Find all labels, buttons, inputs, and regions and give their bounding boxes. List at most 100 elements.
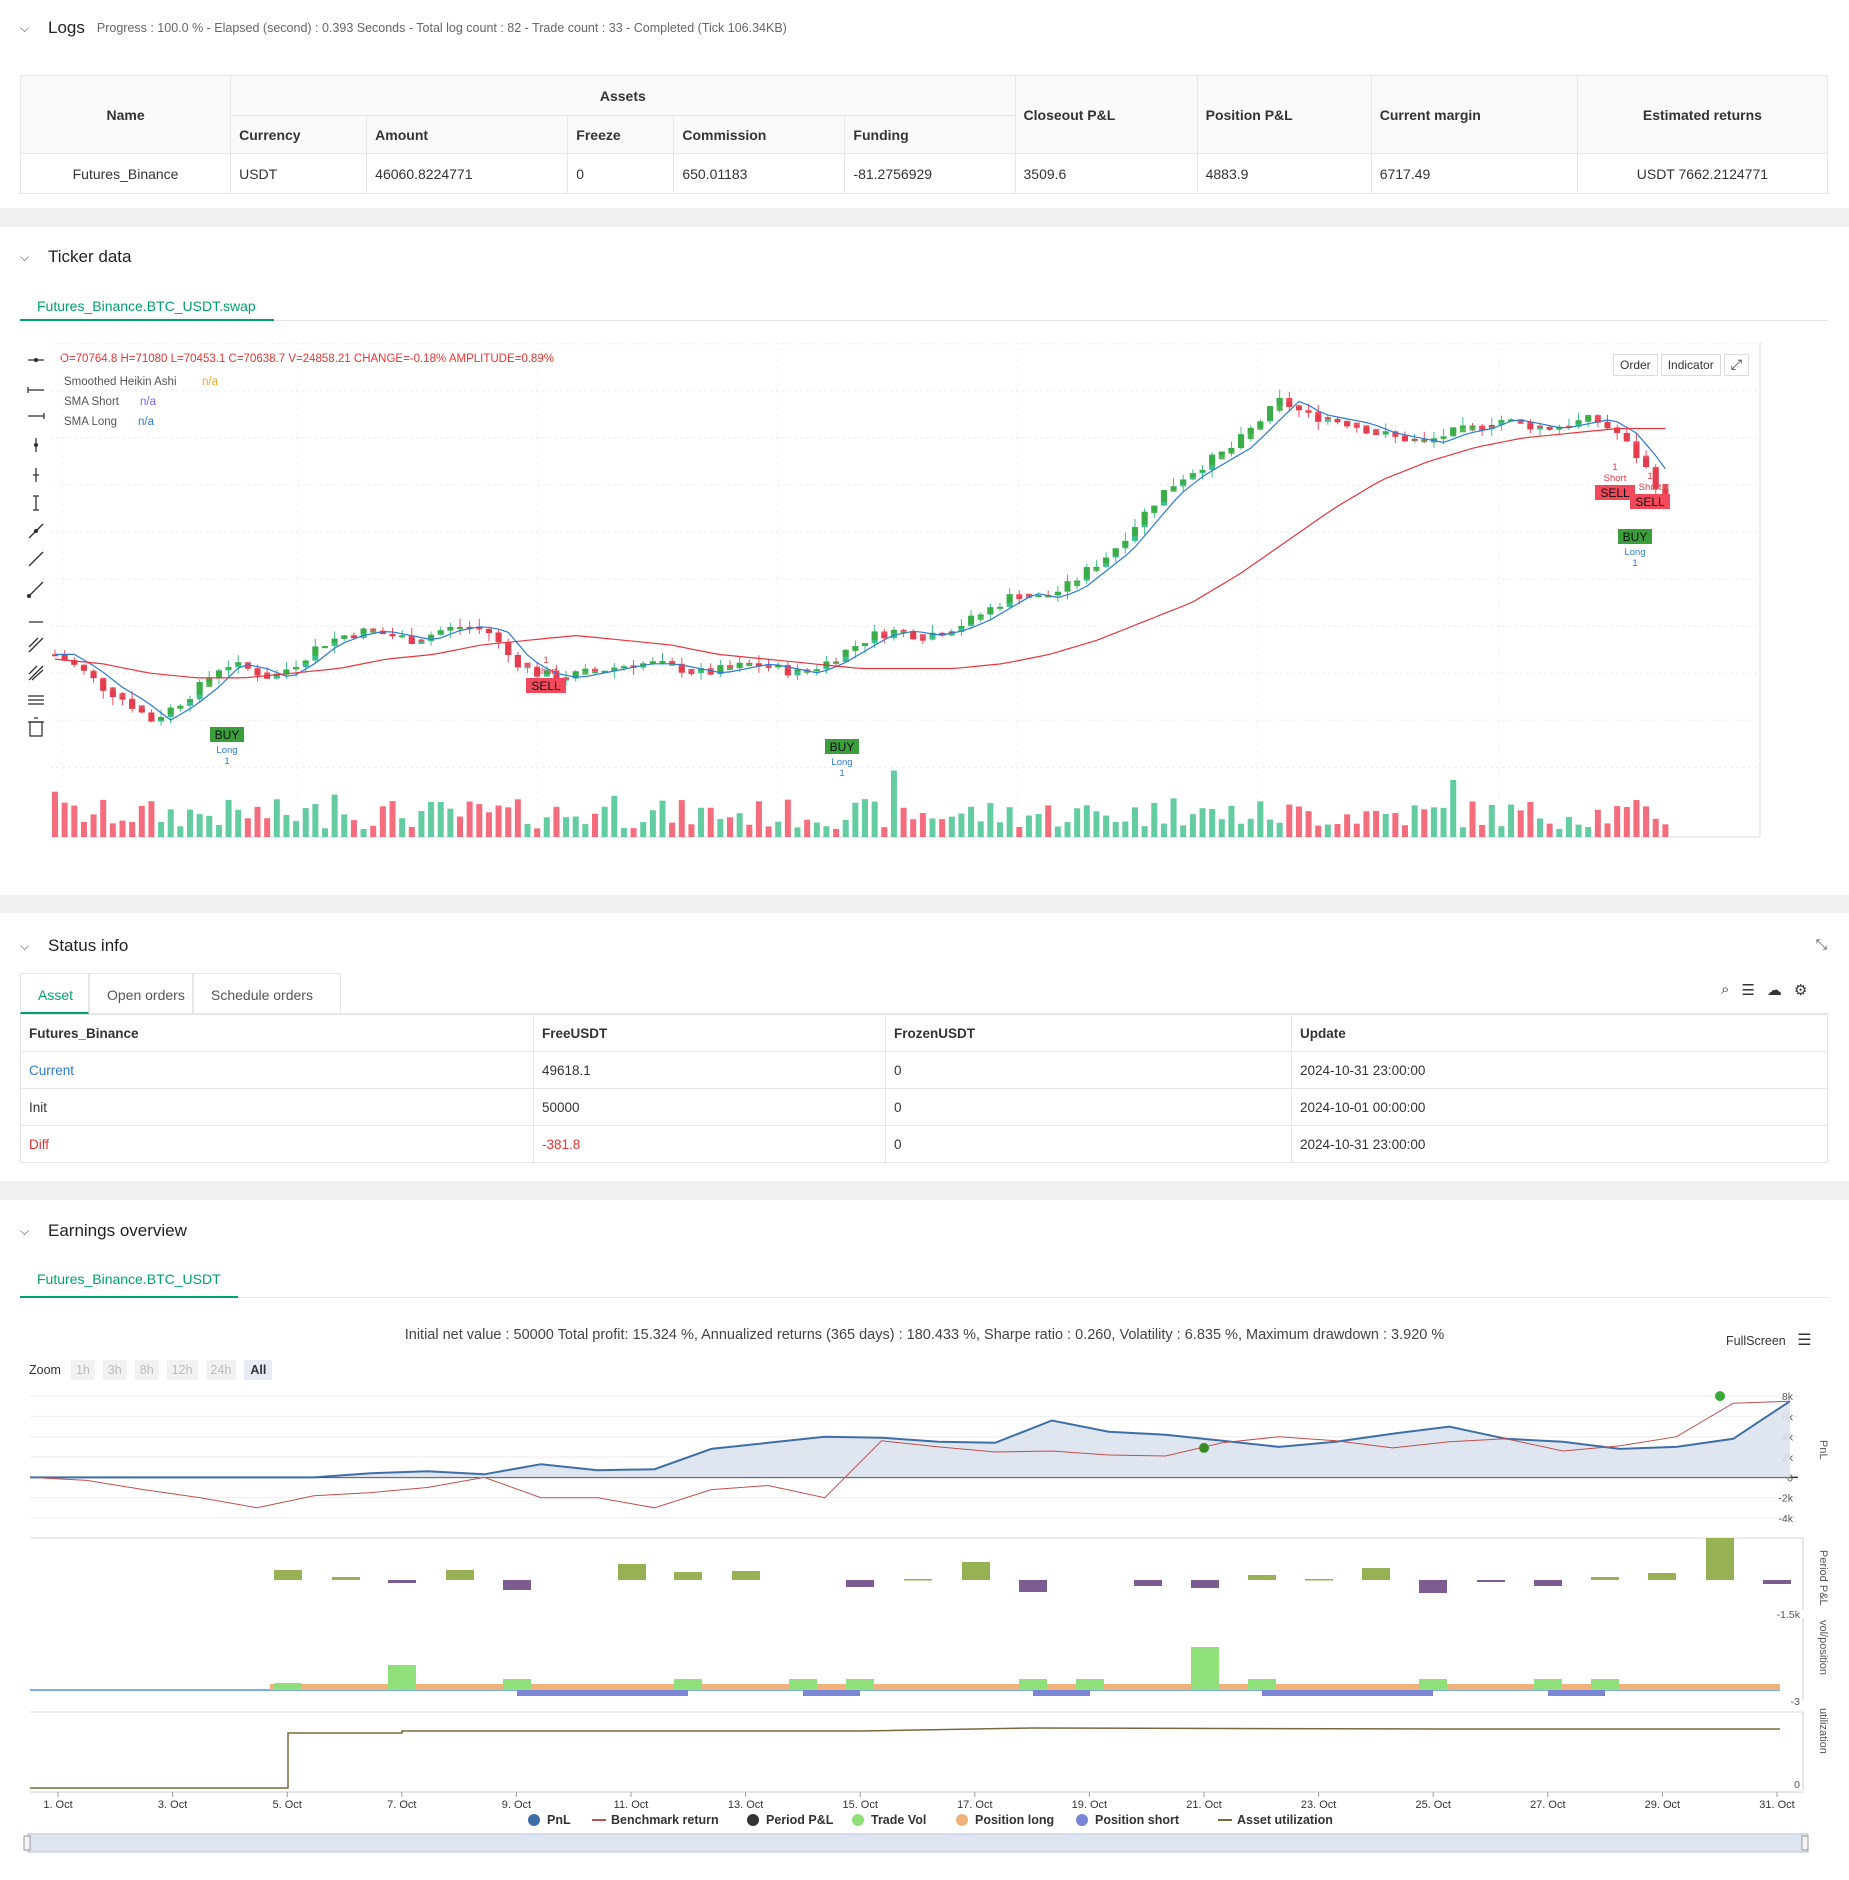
chevron-down-icon[interactable]: ⌵	[20, 938, 30, 953]
cloud-download-icon[interactable]: ☁	[1766, 982, 1782, 999]
zoom-1h-button[interactable]: 1h	[70, 1360, 95, 1380]
legend-item[interactable]: SMA Long n/a	[64, 416, 154, 428]
heikin-ashi-bar	[1180, 479, 1187, 485]
tab-asset[interactable]: Asset	[20, 973, 89, 1014]
chevron-down-icon[interactable]: ⌵	[20, 20, 30, 35]
heikin-ashi-bar	[1247, 427, 1254, 440]
volume-bar	[1035, 814, 1042, 837]
legend-marker	[852, 1814, 864, 1826]
expand-icon[interactable]: ⤢	[1723, 354, 1749, 376]
heikin-ashi-bar	[900, 631, 907, 634]
order-button[interactable]: Order	[1613, 354, 1658, 376]
heikin-ashi-bar	[505, 643, 512, 655]
heikin-ashi-bar	[1469, 425, 1476, 431]
short-label: Short	[1604, 473, 1627, 484]
volume-bar	[177, 826, 184, 837]
th-position: Position P&L	[1196, 75, 1372, 154]
volume-bar	[1141, 826, 1148, 837]
zoom-3h-button[interactable]: 3h	[102, 1360, 127, 1380]
heikin-ashi-bar	[669, 663, 676, 666]
fullscreen-button[interactable]: FullScreen ☰	[1726, 1330, 1812, 1350]
earnings-header[interactable]: ⌵ Earnings overview	[20, 1221, 187, 1241]
tab-open-orders[interactable]: Open orders	[89, 973, 193, 1014]
candlestick-chart[interactable]: 75,000.0074,000.0073,000.0072,000.0071,0…	[50, 342, 1770, 842]
volume-bar	[379, 806, 386, 837]
heikin-ashi-bar	[1382, 431, 1389, 434]
tab-ticker-symbol[interactable]: Futures_Binance.BTC_USDT.swap	[20, 287, 274, 321]
heikin-ashi-bar	[61, 654, 68, 661]
volume-bar	[1604, 823, 1611, 837]
heikin-ashi-bar	[717, 665, 724, 672]
y-tick-label: -4k	[1778, 1513, 1793, 1525]
sell-signal-label: SELL	[1635, 495, 1665, 509]
volume-bar	[977, 821, 984, 837]
drawing-toolbar	[24, 352, 48, 797]
volume-bar	[1170, 798, 1177, 837]
volume-bar	[1295, 806, 1302, 837]
cell-amount: 46060.8224771	[366, 153, 569, 194]
search-icon[interactable]: ⌕	[1721, 981, 1730, 998]
period-pnl-bar	[904, 1579, 932, 1581]
volume-bar	[688, 824, 695, 837]
chevron-down-icon[interactable]: ⌵	[20, 1223, 30, 1238]
zoom-12h-button[interactable]: 12h	[166, 1360, 198, 1380]
menu-icon[interactable]: ☰	[1797, 1332, 1812, 1349]
legend-item[interactable]: Smoothed Heikin Ashi n/a	[64, 376, 218, 388]
heikin-ashi-bar	[871, 631, 878, 640]
tab-schedule-orders[interactable]: Schedule orders	[193, 973, 341, 1014]
heikin-ashi-bar	[727, 667, 733, 670]
candle-body	[948, 631, 955, 636]
pnl-line	[30, 1400, 1791, 1479]
volume-bar	[804, 819, 811, 837]
volume-bar	[225, 799, 232, 837]
logs-header[interactable]: ⌵ Logs Progress : 100.0 % - Elapsed (sec…	[20, 18, 787, 38]
zoom-8h-button[interactable]: 8h	[134, 1360, 159, 1380]
heikin-ashi-bar	[283, 669, 290, 675]
volume-bar	[601, 806, 608, 837]
candle-body	[1479, 425, 1486, 430]
volume-bar	[794, 827, 801, 837]
indicator-button[interactable]: Indicator	[1660, 354, 1721, 376]
heikin-ashi-bar	[649, 661, 656, 664]
legend-item[interactable]: SMA Short n/a	[64, 396, 156, 408]
zoom-24h-button[interactable]: 24h	[205, 1360, 237, 1380]
list-icon[interactable]: ☰	[1741, 982, 1755, 999]
volume-bar	[890, 770, 897, 837]
volume-bar	[1594, 809, 1601, 837]
zoom-all-button[interactable]: All	[244, 1360, 273, 1380]
ticker-header[interactable]: ⌵ Ticker data	[20, 247, 131, 267]
volume-bar	[331, 794, 338, 837]
volume-bar	[1392, 813, 1399, 837]
volume-bar	[129, 822, 136, 837]
tab-earnings-symbol[interactable]: Futures_Binance.BTC_USDT	[20, 1258, 238, 1298]
candle-body	[418, 641, 425, 644]
candle-body	[1421, 439, 1428, 441]
cell-closeout: 3509.6	[1014, 153, 1198, 194]
volume-bar	[360, 828, 367, 837]
collapse-icon[interactable]: ⤡	[1815, 936, 1827, 952]
heikin-ashi-bar	[1623, 433, 1630, 442]
period-pnl-bar	[332, 1577, 360, 1580]
volume-bar	[100, 799, 107, 837]
drawing-tools-icons[interactable]	[24, 352, 48, 792]
period-pnl-bar	[1706, 1538, 1734, 1580]
buy-signal-box	[825, 739, 859, 754]
status-header[interactable]: ⌵ Status info	[20, 936, 128, 956]
heikin-ashi-bar	[1392, 434, 1399, 437]
candle-body	[669, 661, 676, 664]
volume-bar	[196, 814, 203, 837]
heikin-ashi-bar	[495, 632, 502, 643]
volume-bar	[736, 813, 743, 837]
short-label: Short	[1639, 482, 1662, 493]
volume-bar	[476, 804, 483, 837]
volume-bar	[90, 814, 97, 837]
trade-vol-bar	[1419, 1679, 1447, 1689]
volume-bar	[659, 800, 666, 837]
chevron-down-icon[interactable]: ⌵	[20, 249, 30, 264]
trade-vol-bar	[503, 1679, 531, 1689]
qty-label: 1	[1632, 558, 1637, 569]
volume-bar	[939, 819, 946, 837]
heikin-ashi-bar	[341, 635, 348, 639]
gear-icon[interactable]: ⚙	[1793, 982, 1808, 999]
